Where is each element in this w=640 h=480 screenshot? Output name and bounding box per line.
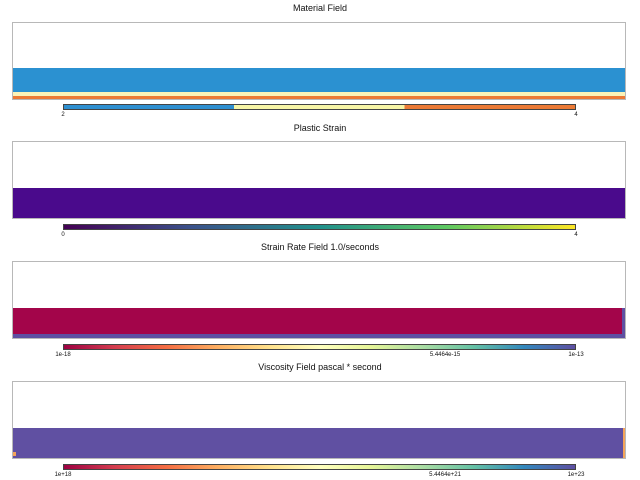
- viscosity-colorbar: [63, 464, 576, 470]
- viscosity-left-edge: [13, 452, 16, 456]
- material-field-title: Material Field: [292, 3, 348, 13]
- material-field-plot: [12, 22, 626, 100]
- strain-rate-plot: [12, 261, 626, 339]
- strain-rate-right-edge: [622, 308, 625, 338]
- plastic-strain-title: Plastic Strain: [293, 123, 347, 133]
- viscosity-title: Viscosity Field pascal * second: [258, 362, 382, 372]
- strain-rate-tick-max: 1e-13: [568, 352, 584, 358]
- material-field-colorbar: [63, 104, 576, 110]
- material-field-main-layer: [13, 68, 625, 92]
- viscosity-tick-min: 1e+18: [54, 472, 72, 478]
- viscosity-layer: [13, 428, 625, 458]
- viscosity-tick-mid: 5.4464e+21: [429, 472, 461, 478]
- plastic-strain-tick-min: 0: [61, 232, 65, 238]
- strain-rate-tick-mid: 5.4464e-15: [429, 352, 461, 358]
- plastic-strain-tick-max: 4: [574, 232, 578, 238]
- strain-rate-tick-min: 1e-18: [55, 352, 71, 358]
- plastic-strain-plot: [12, 141, 626, 219]
- strain-rate-bottom-edge: [13, 334, 625, 338]
- material-field-tick-max: 4: [574, 112, 578, 118]
- viscosity-plot: [12, 381, 626, 459]
- material-field-bottom-layer: [13, 96, 625, 99]
- strain-rate-colorbar: [63, 344, 576, 350]
- material-field-stripe: [13, 92, 625, 96]
- viscosity-tick-max: 1e+23: [567, 472, 585, 478]
- plastic-strain-layer: [13, 188, 625, 218]
- strain-rate-layer: [13, 308, 625, 334]
- strain-rate-title: Strain Rate Field 1.0/seconds: [260, 242, 380, 252]
- plastic-strain-colorbar: [63, 224, 576, 230]
- material-field-tick-min: 2: [61, 112, 65, 118]
- viscosity-right-edge: [623, 428, 625, 458]
